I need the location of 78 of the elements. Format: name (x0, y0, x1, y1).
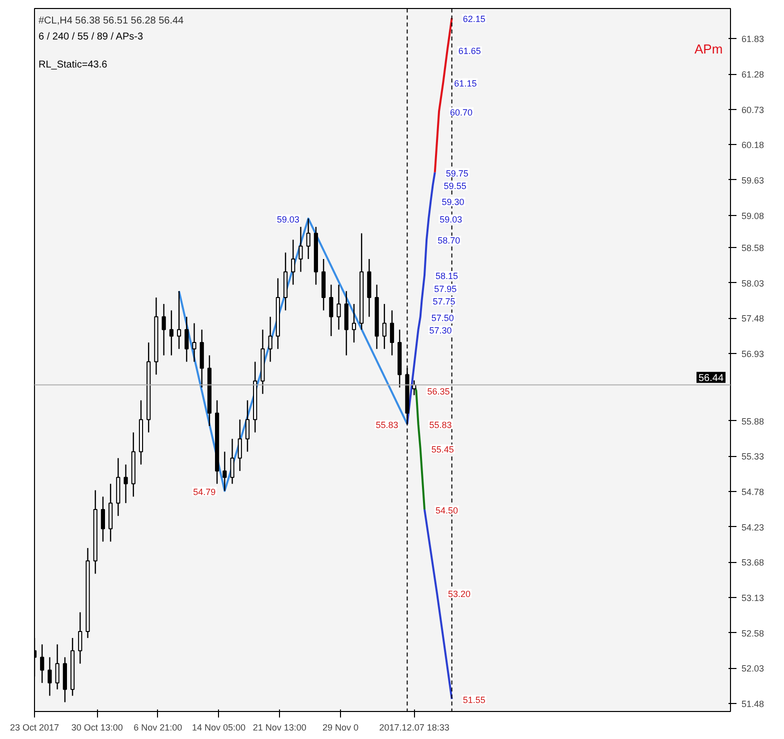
annotation: 60.70 (450, 107, 473, 118)
annotation: APm (694, 42, 723, 56)
candlestick (390, 310, 394, 356)
y-tick-label: 53.13 (742, 592, 764, 603)
candlestick (329, 284, 334, 337)
candlestick (169, 310, 174, 356)
candlestick (298, 226, 303, 272)
candlestick (230, 438, 234, 484)
annotation: 59.30 (442, 197, 464, 208)
y-tick-label: 55.33 (742, 452, 764, 462)
annotation: 59.03 (440, 214, 462, 225)
x-tick-label: 14 Nov 05:00 (192, 722, 246, 732)
annotation: 51.55 (462, 694, 486, 705)
y-tick-label: 53.68 (742, 558, 764, 568)
annotation: 54.79 (193, 486, 216, 497)
candlestick (192, 322, 196, 362)
candlestick (48, 656, 52, 696)
text: 6 / 240 / 55 / 89 / APs-3 (38, 32, 144, 42)
x-tick-label: 2017.12.07 18:33 (379, 722, 450, 732)
ref-line-label: 56.44 (698, 372, 724, 384)
annotation: 55.83 (376, 420, 398, 430)
candlestick (100, 496, 106, 542)
annotation: 61.15 (454, 78, 477, 88)
candlestick (162, 303, 166, 356)
candlestick (382, 303, 386, 350)
text: #CL,H4 56.38 56.51 56.28 56.44 (38, 16, 184, 26)
candlestick (352, 303, 356, 344)
candlestick (238, 418, 242, 472)
annotation: 59.03 (276, 214, 300, 225)
candlestick (306, 218, 310, 260)
annotation: RL_Static=43.6 (38, 60, 108, 70)
y-tick-label: 52.03 (742, 664, 764, 674)
x-tick-label: 30 Oct 13:00 (71, 722, 123, 732)
candlestick (268, 316, 272, 362)
x-tick-label: 21 Nov 13:00 (252, 722, 306, 732)
y-tick-label: 58.58 (742, 242, 764, 253)
x-tick-label: 23 Oct 2017 (10, 722, 60, 732)
candlestick (184, 316, 189, 362)
annotation: 57.50 (431, 312, 454, 323)
y-tick-label: 59.63 (742, 175, 764, 186)
annotation: 58.15 (436, 271, 458, 282)
annotation: 57.75 (432, 296, 456, 307)
y-tick-label: 54.23 (742, 522, 764, 532)
annotation: 55.83 (429, 420, 452, 430)
candlestick (291, 239, 296, 286)
annotation: 57.30 (429, 326, 452, 336)
y-tick-label: 60.73 (742, 104, 764, 115)
x-tick-label: 29 Nov 0 (322, 722, 359, 732)
candlestick (40, 644, 44, 684)
y-tick-label: 55.88 (742, 416, 764, 426)
annotation: 59.55 (444, 181, 466, 192)
x-tick-label: 6 Nov 21:00 (134, 722, 182, 732)
annotation: 54.50 (436, 505, 458, 516)
y-tick-label: 59.08 (742, 210, 764, 221)
y-tick-label: 54.78 (742, 487, 764, 498)
y-tick-label: 52.58 (742, 628, 764, 638)
annotation: 55.45 (431, 444, 454, 454)
annotation: 59.75 (446, 168, 468, 178)
y-tick-label: 56.93 (742, 348, 764, 359)
annotation: 62.15 (462, 14, 486, 24)
annotation: 57.95 (434, 284, 457, 294)
y-tick-label: 61.28 (742, 70, 764, 80)
candlestick (55, 644, 60, 690)
y-tick-label: 51.48 (742, 698, 764, 709)
candlestick (245, 400, 250, 452)
candlestick (222, 451, 227, 492)
annotation: 56.35 (427, 386, 450, 397)
annotation: 53.20 (448, 588, 470, 599)
candlestick (78, 612, 82, 664)
candlestick (336, 284, 341, 330)
annotation: 61.65 (458, 46, 481, 56)
y-tick-label: 60.18 (742, 140, 764, 150)
y-tick-label: 58.03 (742, 278, 764, 288)
y-tick-label: 57.48 (742, 314, 764, 324)
y-tick-label: 61.83 (742, 34, 764, 44)
annotation: 58.70 (438, 236, 460, 246)
candlestick (124, 464, 128, 504)
candlestick (176, 290, 182, 350)
